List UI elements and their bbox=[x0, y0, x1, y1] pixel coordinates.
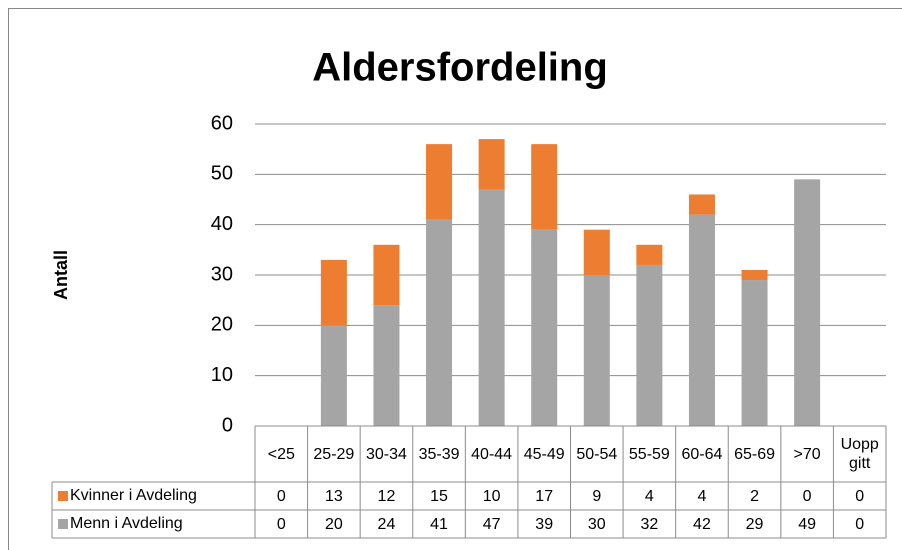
bar-segment bbox=[320, 259, 347, 326]
x-tick-label: Uoppgitt bbox=[840, 436, 879, 472]
bar-segment bbox=[426, 144, 453, 220]
table-value: 15 bbox=[430, 487, 448, 505]
bar-segment bbox=[636, 264, 663, 426]
table-value: 29 bbox=[745, 515, 764, 533]
chart-border bbox=[8, 8, 902, 550]
table-value: 4 bbox=[644, 487, 654, 505]
y-tick-label: 40 bbox=[211, 213, 233, 235]
table-value: 20 bbox=[324, 515, 343, 533]
bar-segment bbox=[373, 305, 400, 426]
table-value: 0 bbox=[276, 515, 286, 533]
table-value: 32 bbox=[640, 515, 659, 533]
table-value: 42 bbox=[693, 515, 711, 533]
table-value: 10 bbox=[482, 487, 501, 505]
bar-segment bbox=[688, 194, 715, 215]
table-value: 0 bbox=[802, 487, 812, 505]
bar-segment bbox=[426, 219, 453, 426]
table-value: 0 bbox=[855, 515, 865, 533]
x-tick-label: 35-39 bbox=[418, 445, 460, 463]
bar-segment bbox=[688, 214, 715, 426]
legend-item: Kvinner i Avdeling bbox=[52, 482, 255, 510]
bar-segment bbox=[583, 275, 610, 426]
legend-swatch bbox=[58, 491, 68, 501]
y-tick-label: 0 bbox=[222, 414, 233, 436]
bar-segment bbox=[478, 139, 505, 190]
table-value: 17 bbox=[535, 487, 554, 505]
bar-segment bbox=[583, 229, 610, 275]
table-value: 4 bbox=[697, 487, 707, 505]
bar-segment bbox=[531, 229, 558, 426]
table-value: 12 bbox=[377, 487, 396, 505]
y-tick-label: 30 bbox=[211, 263, 233, 285]
x-tick-label: 55-59 bbox=[628, 445, 670, 463]
bar-segment bbox=[531, 144, 558, 230]
x-tick-label: 60-64 bbox=[681, 445, 723, 463]
table-value: 13 bbox=[324, 487, 343, 505]
table-value: 47 bbox=[482, 515, 501, 533]
legend-label: Kvinner i Avdeling bbox=[70, 487, 197, 504]
x-tick-label: 30-34 bbox=[365, 445, 407, 463]
bar-segment bbox=[478, 189, 505, 426]
y-tick-label: 20 bbox=[211, 314, 233, 336]
table-value: 9 bbox=[592, 487, 602, 505]
bar-segment bbox=[320, 325, 347, 426]
x-tick-label: 25-29 bbox=[313, 445, 355, 463]
table-value: 24 bbox=[377, 515, 396, 533]
legend-swatch bbox=[58, 519, 68, 529]
table-value: 0 bbox=[276, 487, 286, 505]
table-value: 0 bbox=[855, 487, 865, 505]
table-value: 49 bbox=[798, 515, 817, 533]
chart-title: Aldersfordeling bbox=[312, 46, 608, 90]
y-tick-label: 50 bbox=[211, 163, 233, 185]
table-value: 41 bbox=[430, 515, 448, 533]
x-tick-label: 45-49 bbox=[523, 445, 565, 463]
table-value: 39 bbox=[535, 515, 554, 533]
y-tick-label: 10 bbox=[211, 364, 233, 386]
bar-segment bbox=[373, 244, 400, 306]
legend-item: Menn i Avdeling bbox=[52, 510, 255, 538]
table-value: 30 bbox=[587, 515, 606, 533]
bar-segment bbox=[636, 244, 663, 265]
x-tick-label: >70 bbox=[793, 445, 821, 463]
x-tick-label: 40-44 bbox=[471, 445, 513, 463]
y-tick-label: 60 bbox=[211, 112, 233, 134]
x-tick-label: <25 bbox=[267, 445, 295, 463]
legend-label: Menn i Avdeling bbox=[70, 515, 183, 532]
bar-segment bbox=[794, 179, 821, 426]
x-tick-label: 65-69 bbox=[734, 445, 775, 463]
bar-segment bbox=[741, 280, 768, 426]
bar-segment bbox=[741, 269, 768, 281]
x-tick-label: 50-54 bbox=[576, 445, 618, 463]
y-axis-label: Antall bbox=[51, 250, 71, 300]
table-value: 2 bbox=[750, 487, 759, 505]
